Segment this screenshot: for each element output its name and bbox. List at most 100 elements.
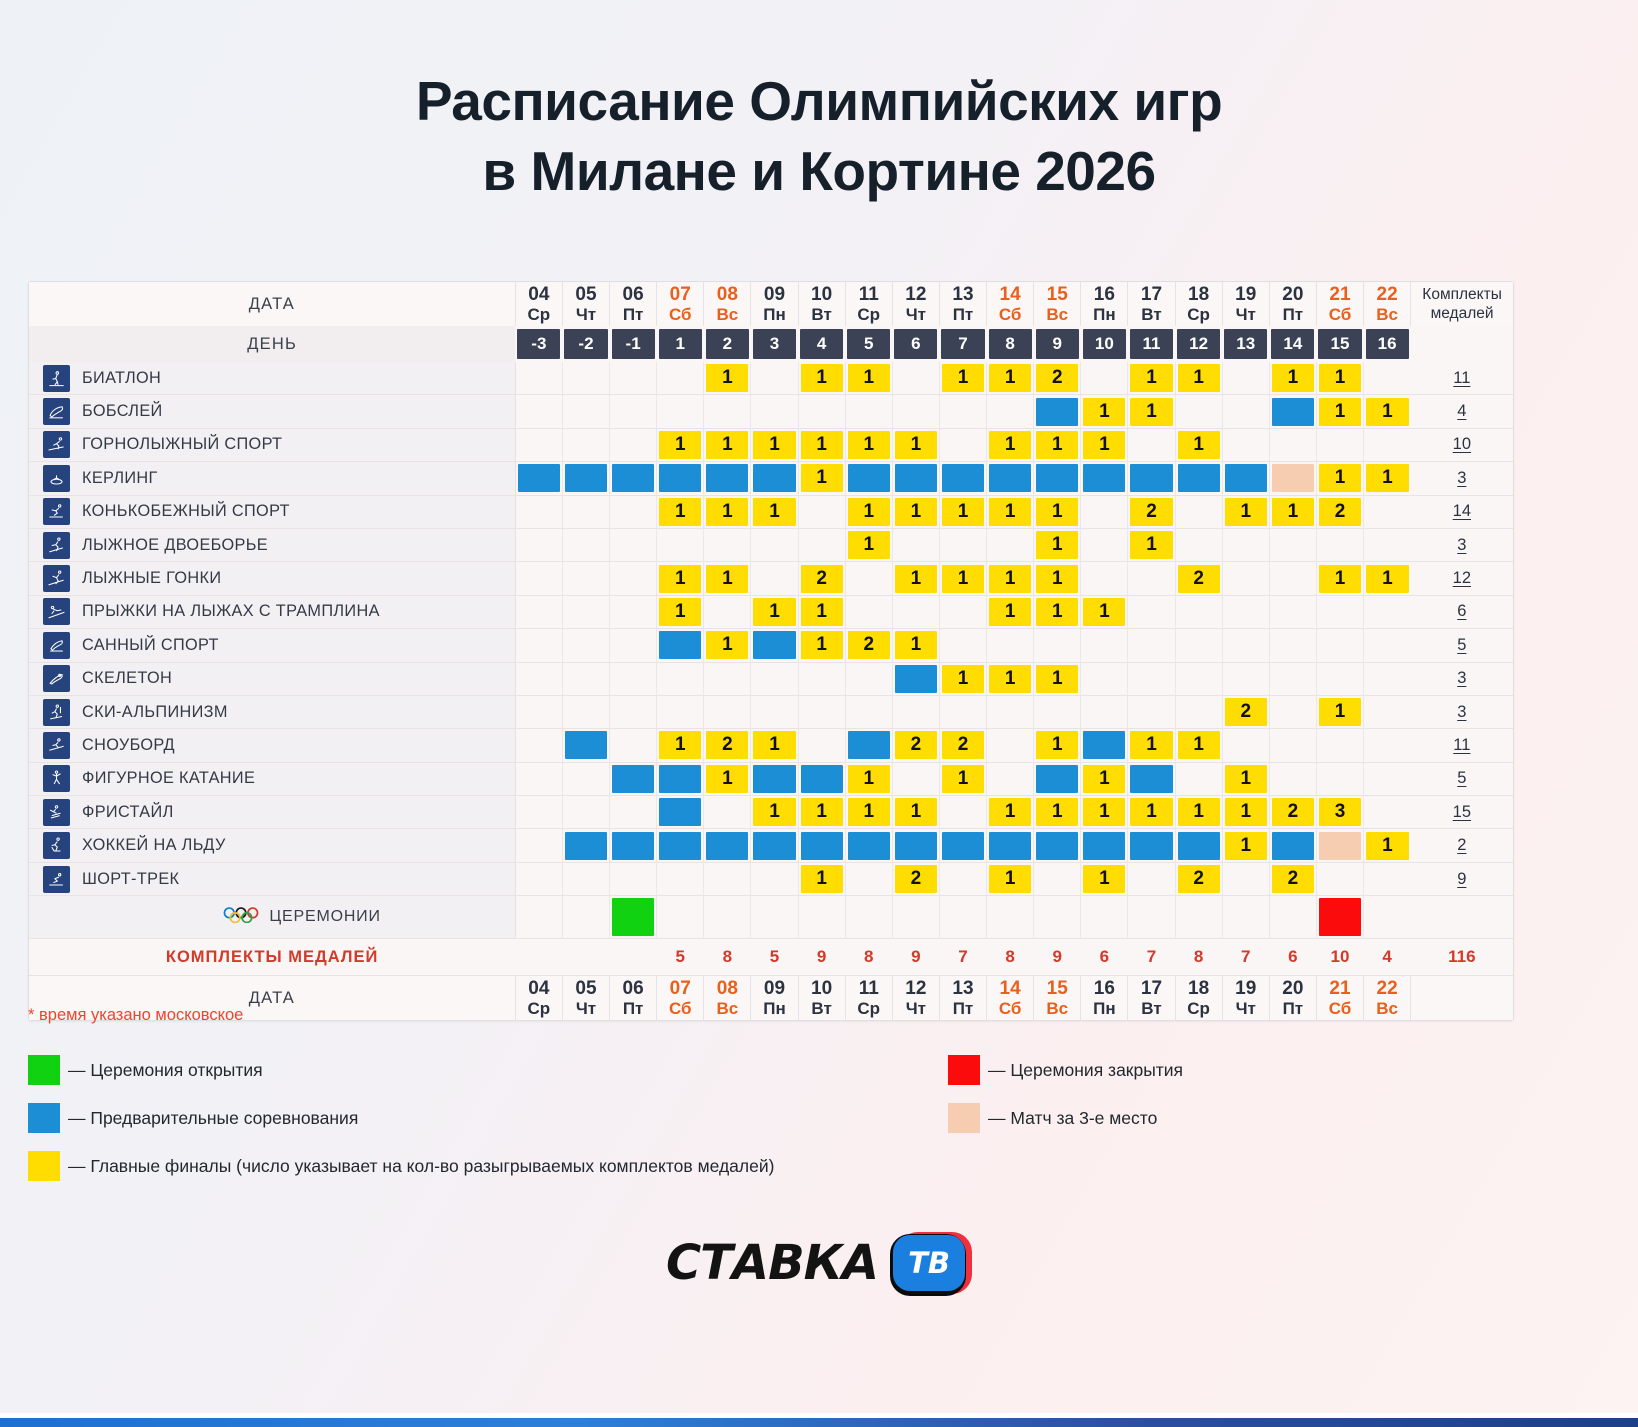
sport-total-value: 9 [1457, 869, 1467, 888]
schedule-cell [986, 528, 1034, 563]
schedule-cell: 3 [1315, 795, 1364, 830]
date-weekday: Ср [1187, 999, 1210, 1019]
schedule-cell: 1 [703, 495, 751, 529]
finals-chip: 1 [753, 731, 796, 760]
date-cell-16: 16 Пн [1080, 975, 1129, 1021]
schedule-cell [561, 394, 610, 429]
sport-name-cell: СНОУБОРД [29, 728, 516, 763]
finals-chip: 1 [1177, 731, 1220, 760]
schedule-cell [1221, 728, 1270, 763]
schedule-cell [514, 495, 563, 529]
date-number: 05 [575, 978, 597, 1000]
preliminary-chip [1083, 464, 1126, 493]
medal-sets-day-total: 6 [1269, 938, 1317, 977]
schedule-cell: 1 [797, 862, 846, 897]
schedule-cell [986, 628, 1034, 663]
medal-sets-day-total: 8 [1175, 938, 1223, 977]
schedule-cell: 1 [1363, 461, 1411, 496]
finals-chip: 2 [1318, 497, 1362, 526]
date-number: 17 [1140, 978, 1163, 1000]
schedule-cell [1315, 828, 1364, 863]
day-number-cell: 10 [1080, 326, 1128, 362]
finals-chip: 1 [847, 497, 890, 526]
preliminary-chip [612, 464, 655, 493]
preliminary-chip [1083, 731, 1126, 760]
table-row: ЛЫЖНОЕ ДВОЕБОРЬЕ 1 1 1 3 [29, 528, 1513, 563]
finals-chip: 1 [1130, 731, 1173, 760]
date-number: 09 [763, 978, 786, 1000]
day-number-cell: 11 [1127, 326, 1176, 362]
preliminary-chip [989, 831, 1032, 860]
schedule-cell: 2 [1268, 862, 1317, 897]
finals-chip: 1 [894, 798, 937, 827]
ski-jumping-icon [43, 598, 70, 626]
ceremonies-label-cell: ЦЕРЕМОНИИ [29, 895, 516, 940]
date-weekday: Вс [1046, 305, 1069, 325]
schedule-cell [609, 762, 657, 797]
schedule-cell [938, 595, 987, 630]
finals-chip: 1 [1366, 831, 1409, 860]
schedule-cell [1033, 461, 1081, 496]
date-cell-15: 15 Вс [1033, 282, 1082, 326]
schedule-cell [844, 394, 893, 429]
date-cell-15: 15 Вс [1033, 975, 1082, 1021]
schedule-cell [656, 828, 704, 863]
preliminary-chip [612, 764, 655, 793]
schedule-cell [514, 862, 563, 897]
schedule-cell [561, 662, 610, 696]
date-cell-08: 08 Вс [703, 975, 752, 1021]
ceremony-cell [797, 895, 846, 940]
finals-chip: 1 [989, 865, 1032, 894]
finals-chip: 1 [847, 798, 890, 827]
schedule-cell [1315, 428, 1364, 463]
sport-name-label: ПРЫЖКИ НА ЛЫЖАХ С ТРАМПЛИНА [82, 602, 380, 621]
finals-swatch [28, 1151, 60, 1181]
preliminary-chip [753, 764, 796, 793]
sport-total-value: 11 [1453, 735, 1471, 754]
schedule-cell: 1 [1221, 795, 1270, 830]
schedule-cell [1363, 795, 1411, 830]
schedule-cell: 1 [891, 561, 940, 596]
date-weekday: Вт [811, 305, 832, 325]
preliminary-chip [1271, 397, 1314, 426]
day-number-badge: 1 [658, 329, 702, 359]
schedule-cell [561, 828, 610, 863]
schedule-cell [514, 662, 563, 696]
ceremony-cell [1033, 895, 1081, 940]
schedule-cell [1363, 362, 1411, 396]
nordic-combined-icon [43, 531, 70, 559]
finals-chip: 2 [1130, 497, 1173, 526]
table-row: ГОРНОЛЫЖНЫЙ СПОРТ 1 1 1 1 1 1 1 1 1 1 10 [29, 428, 1513, 463]
day-number-badge: -3 [517, 329, 561, 359]
schedule-cell: 1 [703, 362, 751, 396]
date-weekday: Вт [1141, 305, 1162, 325]
finals-chip: 1 [753, 430, 796, 459]
schedule-cell [1080, 828, 1128, 863]
schedule-cell [1127, 662, 1176, 696]
sport-total-cell: 2 [1410, 828, 1513, 863]
table-row: ХОККЕЙ НА ЛЬДУ 1 1 2 [29, 828, 1513, 863]
schedule-cell [750, 628, 799, 663]
date-cell-19: 19 Чт [1221, 975, 1270, 1021]
schedule-cell: 1 [1127, 528, 1176, 563]
schedule-cell: 1 [1033, 728, 1081, 763]
date-cell-09: 09 Пн [750, 282, 799, 326]
schedule-cell [1080, 495, 1128, 529]
schedule-cell [703, 394, 751, 429]
schedule-cell [844, 461, 893, 496]
medal-sets-column-header [1410, 975, 1513, 1021]
schedule-cell [1268, 394, 1317, 429]
schedule-cell [561, 695, 610, 730]
luge-icon [43, 631, 70, 659]
ceremony-cell [1268, 895, 1317, 940]
schedule-cell [986, 828, 1034, 863]
day-number-row: ДЕНЬ -3 -2 -1 1 2 3 4 5 6 7 8 9 10 11 12 13 14 15 16 [29, 326, 1513, 362]
preliminary-chip [1036, 831, 1079, 860]
schedule-cell: 1 [1268, 362, 1317, 396]
finals-chip: 1 [1083, 865, 1126, 894]
schedule-cell [561, 495, 610, 529]
finals-chip: 1 [941, 664, 985, 693]
sport-total-value: 2 [1457, 836, 1467, 855]
medal-sets-column-header: Комплекты медалей [1410, 282, 1513, 326]
